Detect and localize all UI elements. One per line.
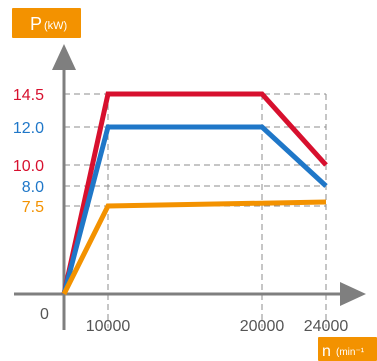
x-axis-arrowhead [340, 282, 366, 306]
series-line-1 [61, 91, 328, 295]
y-tick-label: 7.5 [22, 199, 44, 216]
y-axis-arrowhead [52, 44, 76, 70]
x-axis-title-background [318, 337, 377, 361]
x-axis-title-unit: (min⁻¹ [336, 347, 365, 358]
x-axis-title-badge: n (min⁻¹ [318, 337, 377, 361]
y-tick-label: 10.0 [13, 158, 44, 175]
series-line-3 [61, 199, 327, 296]
y-tick-label: 12.0 [13, 120, 44, 137]
x-tick-label: 24000 [304, 318, 349, 335]
y-tick-label: 14.5 [13, 87, 44, 104]
y-axis-title-main: P [30, 14, 42, 34]
origin-label: 0 [40, 306, 49, 323]
x-tick-label: 20000 [240, 318, 285, 335]
x-tick-label: 10000 [86, 318, 131, 335]
series-line-2 [61, 124, 328, 295]
y-tick-label: 8.0 [22, 179, 44, 196]
tick-labels: 14.5 12.0 10.0 8.0 7.5 10000 20000 24000 [13, 87, 348, 335]
series-lines [61, 91, 328, 296]
y-axis-title-background [12, 8, 81, 38]
x-axis-title-main: n [322, 343, 331, 360]
y-axis-title-badge: P (kW) [12, 8, 81, 38]
y-axis-title-unit: (kW) [44, 20, 67, 32]
